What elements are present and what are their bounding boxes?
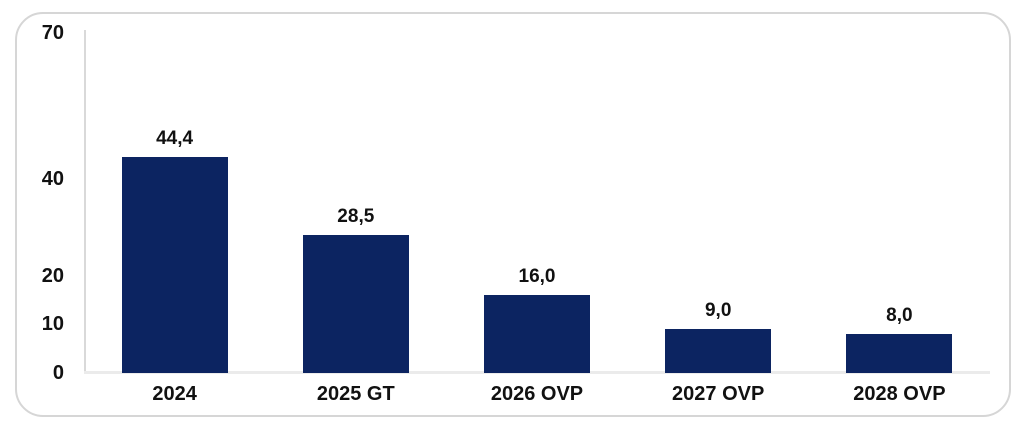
y-axis-tick-label: 20 xyxy=(41,264,64,287)
bar xyxy=(484,295,590,373)
bar-value-label: 8,0 xyxy=(886,305,913,327)
bar xyxy=(302,234,409,373)
bar-value-label: 16,0 xyxy=(518,266,556,288)
bar-value-label: 28,5 xyxy=(337,205,375,227)
x-axis-label: 2027 OVP xyxy=(672,383,765,405)
bar xyxy=(121,157,228,373)
y-axis-line xyxy=(84,30,86,373)
bar-value-label: 9,0 xyxy=(704,300,732,322)
y-axis-tick-label: 70 xyxy=(41,22,64,44)
bar-value-label: 44,4 xyxy=(156,128,194,150)
x-axis-label: 2025 GT xyxy=(316,383,395,405)
x-axis-label: 2026 OVP xyxy=(490,383,584,405)
y-axis-tick-label: 40 xyxy=(41,167,64,190)
y-axis-tick-label: 0 xyxy=(52,362,64,384)
x-axis-label: 2024 xyxy=(152,383,197,405)
x-axis-label: 2028 OVP xyxy=(853,383,946,405)
bar xyxy=(665,329,772,373)
bar xyxy=(846,334,953,373)
y-axis-tick-label: 10 xyxy=(41,313,64,336)
